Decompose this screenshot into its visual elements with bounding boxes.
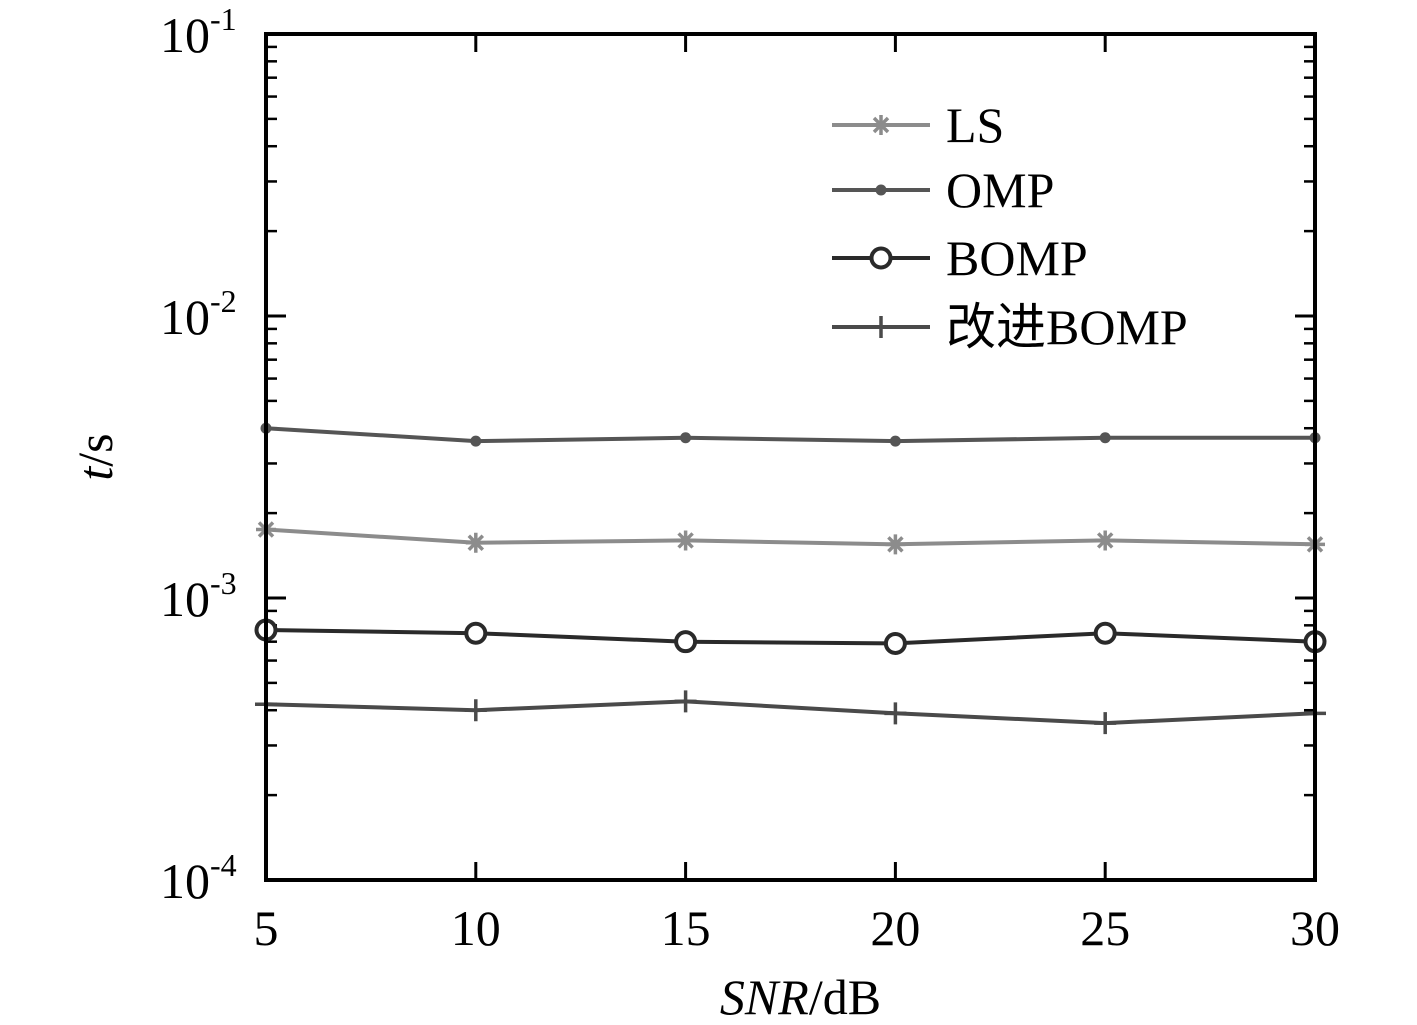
data-point xyxy=(674,630,698,654)
data-point xyxy=(464,621,488,645)
data-point xyxy=(889,435,901,447)
y-tick-label: 10-3 xyxy=(160,565,237,627)
legend-item: LS xyxy=(832,97,1004,153)
series-line xyxy=(265,699,1316,726)
data-point xyxy=(1093,621,1117,645)
plot-frame xyxy=(264,32,1317,882)
series-0 xyxy=(256,519,1325,555)
y-tick-label: 10-4 xyxy=(160,847,237,909)
legend: LS OMP BOMP 改进BOMP xyxy=(832,97,1188,355)
legend-marker xyxy=(871,115,891,135)
legend-item: 改进BOMP xyxy=(832,299,1188,355)
data-point xyxy=(1094,712,1117,735)
data-point xyxy=(675,530,696,551)
series-3 xyxy=(255,690,1326,735)
legend-item: OMP xyxy=(832,162,1054,218)
data-point xyxy=(883,631,907,655)
legend-marker xyxy=(869,246,893,270)
y-axis-ticks: 10-1 10-2 10-3 10-4 xyxy=(160,1,1315,909)
data-point xyxy=(470,435,482,447)
series-1 xyxy=(260,422,1321,447)
legend-item: BOMP xyxy=(832,230,1088,286)
data-point xyxy=(680,432,692,444)
x-tick-label: 15 xyxy=(661,900,711,956)
series-2 xyxy=(254,618,1327,655)
y-tick-label: 10-1 xyxy=(160,1,237,63)
x-tick-label: 10 xyxy=(451,900,501,956)
data-point xyxy=(465,532,486,553)
x-tick-label: 25 xyxy=(1080,900,1130,956)
x-tick-label: 20 xyxy=(870,900,920,956)
y-axis-label: t/s xyxy=(67,433,123,480)
legend-marker xyxy=(870,316,892,338)
series-line xyxy=(265,628,1316,646)
y-tick-label: 10-2 xyxy=(160,283,237,345)
x-axis-ticks: 5 10 15 20 25 30 xyxy=(254,34,1340,956)
data-point xyxy=(464,699,487,722)
x-tick-label: 30 xyxy=(1290,900,1340,956)
legend-label: OMP xyxy=(946,162,1054,218)
series-line xyxy=(265,426,1315,444)
data-point xyxy=(674,690,697,713)
legend-label: BOMP xyxy=(946,230,1088,286)
data-point xyxy=(885,534,906,555)
data-point xyxy=(1099,432,1111,444)
data-point xyxy=(1095,530,1116,551)
legend-marker xyxy=(875,184,887,196)
data-point xyxy=(884,702,907,725)
series-line xyxy=(265,527,1316,547)
legend-label: LS xyxy=(946,97,1004,153)
x-axis-label: SNR/dB xyxy=(720,969,881,1025)
series-layer xyxy=(254,422,1327,735)
legend-label: 改进BOMP xyxy=(946,299,1188,355)
x-tick-label: 5 xyxy=(254,900,279,956)
minor-ticks xyxy=(266,45,1315,797)
